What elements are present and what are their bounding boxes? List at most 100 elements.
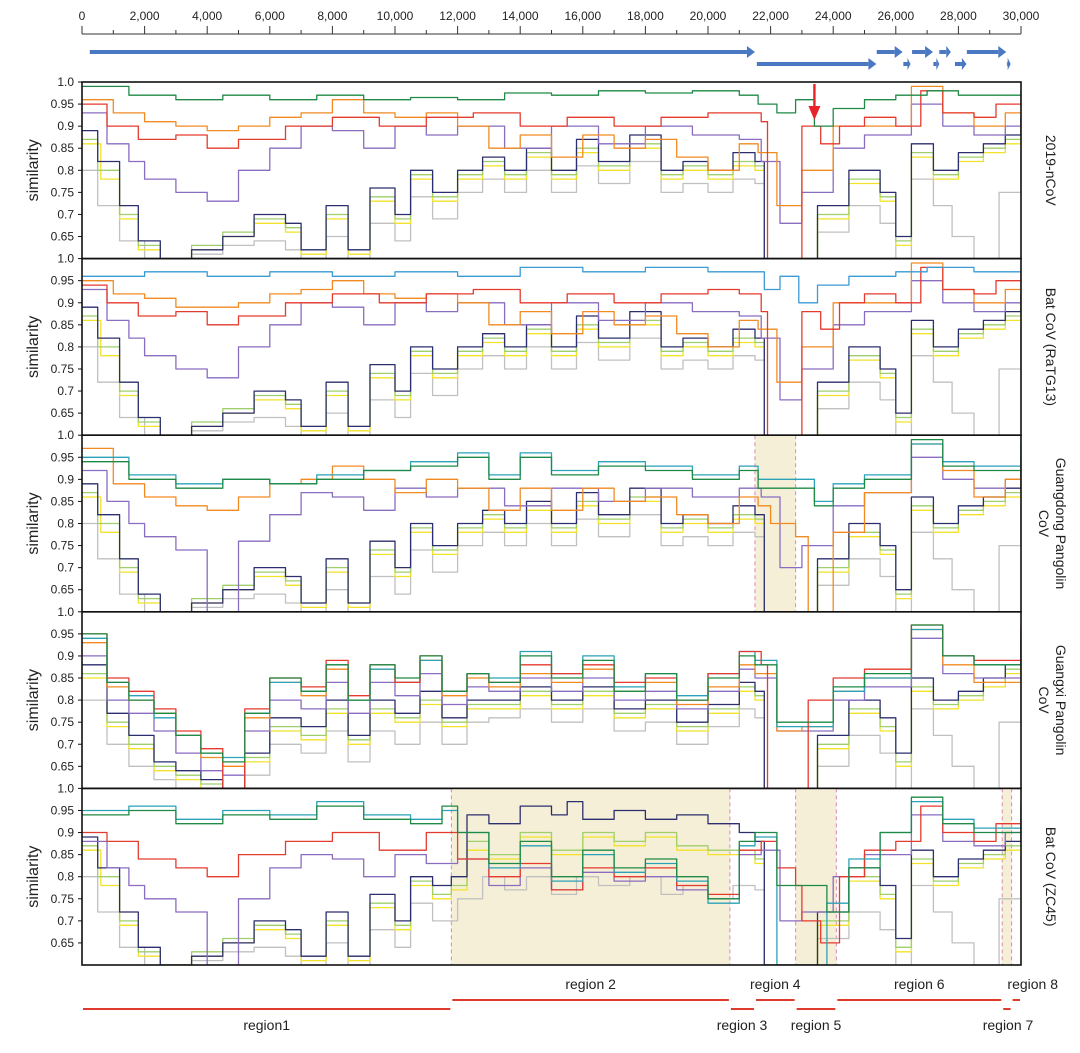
panel-title: Guangdong PangolinCoV xyxy=(1036,458,1069,590)
gene-arrow-head xyxy=(961,58,967,70)
series-line xyxy=(82,647,1021,789)
gene-arrow xyxy=(939,46,951,58)
genome-position-axis: 0 2,000 4,000 6,000 8,000 10,000 12,000 14,000 1… xyxy=(79,9,1040,35)
y-tick-label: 0.95 xyxy=(51,450,75,464)
y-tick-label: 0.7 xyxy=(57,737,74,751)
x-tick-label: 22,000 xyxy=(752,9,789,23)
y-tick-label: 0.9 xyxy=(57,296,74,310)
region-label: region 4 xyxy=(750,976,801,992)
y-tick-label: 0.75 xyxy=(51,892,75,906)
x-tick-label: 28,000 xyxy=(940,9,977,23)
panel-3: 1.0 0.95 0.9 0.85 0.8 0.75 0.7 0.65 similarity Gu… xyxy=(25,428,1069,613)
y-tick-label: 0.65 xyxy=(51,936,75,950)
gene-arrow xyxy=(903,58,911,70)
series-group xyxy=(82,796,1021,966)
y-tick-label: 0.85 xyxy=(51,318,75,332)
gene-arrow-head xyxy=(946,46,951,58)
y-tick-label: 0.85 xyxy=(51,848,75,862)
y-tick-label: 1.0 xyxy=(57,605,74,619)
x-tick-label: 26,000 xyxy=(877,9,914,23)
panel-1: 1.0 0.95 0.9 0.85 0.8 0.75 0.7 0.65 similarity 20… xyxy=(25,75,1059,260)
series-line xyxy=(82,470,1021,612)
series-line xyxy=(82,90,1021,259)
gene-arrow xyxy=(933,58,940,70)
y-tick-label: 1.0 xyxy=(57,252,74,266)
marker-head xyxy=(808,106,821,120)
y-tick-label: 0.8 xyxy=(57,870,74,884)
y-axis-label: similarity xyxy=(25,139,42,201)
y-tick-label: 0.75 xyxy=(51,539,75,553)
x-tick-label: 18,000 xyxy=(627,9,664,23)
panel-title-text: Guangxi PangolinCoV xyxy=(1036,645,1069,756)
series-line xyxy=(82,117,1021,259)
panel-title: Bat CoV (RaTG13) xyxy=(1043,288,1059,406)
panel-title-text: 2019-nCoV xyxy=(1043,135,1059,206)
y-tick-label: 0.9 xyxy=(57,119,74,133)
gene-arrow-head xyxy=(894,46,903,58)
gene-arrow xyxy=(1006,58,1011,70)
y-tick-label: 0.65 xyxy=(51,406,75,420)
panel-title-line: Guangxi Pangolin xyxy=(1053,645,1069,756)
y-tick-label: 0.8 xyxy=(57,340,74,354)
x-tick-label: 30,000 xyxy=(1003,9,1040,23)
region-annotations: region1 region 2 region 3 region 4 region 5 r… xyxy=(83,976,1058,1033)
panel-title-line: CoV xyxy=(1036,686,1052,714)
series-line xyxy=(82,800,1021,966)
x-tick-label: 24,000 xyxy=(815,9,852,23)
gene-arrow-head xyxy=(925,46,934,58)
region-label: region1 xyxy=(243,1017,290,1033)
region-label: region 5 xyxy=(791,1017,842,1033)
y-tick-label: 0.65 xyxy=(51,230,75,244)
panel-title: 2019-nCoV xyxy=(1043,135,1059,206)
gene-arrow xyxy=(756,58,877,70)
y-tick-label: 0.7 xyxy=(57,561,74,575)
series-group xyxy=(82,438,1021,612)
y-tick-label: 0.95 xyxy=(51,97,75,111)
x-tick-label: 12,000 xyxy=(439,9,476,23)
panel-title: Bat CoV (ZC45) xyxy=(1043,827,1059,927)
series-group xyxy=(82,262,1021,436)
y-tick-label: 0.75 xyxy=(51,185,75,199)
x-tick-label: 6,000 xyxy=(255,9,285,23)
y-tick-label: 0.95 xyxy=(51,803,75,817)
gene-arrow-head xyxy=(1007,58,1011,70)
gene-arrow xyxy=(966,46,1007,58)
panel-4: 1.0 0.95 0.9 0.85 0.8 0.75 0.7 0.65 similarity Gu… xyxy=(25,605,1069,790)
y-tick-label: 0.7 xyxy=(57,207,74,221)
y-tick-label: 0.75 xyxy=(51,362,75,376)
highlight-band xyxy=(795,788,837,965)
region-label: region 2 xyxy=(565,976,616,992)
gene-arrow xyxy=(954,58,967,70)
y-axis-label: similarity xyxy=(25,492,42,554)
region-label: region 3 xyxy=(717,1017,768,1033)
y-tick-label: 1.0 xyxy=(57,781,74,795)
series-line xyxy=(82,624,1021,763)
series-group xyxy=(82,624,1021,789)
y-tick-label: 0.9 xyxy=(57,472,74,486)
y-axis-label: similarity xyxy=(25,669,42,731)
x-tick-label: 2,000 xyxy=(130,9,160,23)
y-tick-label: 0.95 xyxy=(51,627,75,641)
x-tick-label: 10,000 xyxy=(377,9,414,23)
y-tick-label: 0.75 xyxy=(51,715,75,729)
y-tick-label: 0.9 xyxy=(57,826,74,840)
series-group xyxy=(82,85,1021,259)
series-line xyxy=(82,678,1021,789)
panel-2: 1.0 0.95 0.9 0.85 0.8 0.75 0.7 0.65 similarity Ba… xyxy=(25,252,1059,437)
gene-arrow-head xyxy=(746,46,755,58)
y-tick-label: 0.8 xyxy=(57,517,74,531)
x-tick-label: 0 xyxy=(79,9,86,23)
series-line xyxy=(82,293,1021,436)
y-tick-label: 0.8 xyxy=(57,163,74,177)
y-tick-label: 1.0 xyxy=(57,428,74,442)
gene-arrows xyxy=(89,46,1011,70)
panel-title-line: CoV xyxy=(1036,510,1052,538)
y-tick-label: 0.65 xyxy=(51,759,75,773)
gene-arrow-head xyxy=(936,58,940,70)
y-tick-label: 0.85 xyxy=(51,494,75,508)
highlight-band xyxy=(1002,788,1012,965)
x-tick-label: 20,000 xyxy=(690,9,727,23)
x-tick-label: 14,000 xyxy=(502,9,539,23)
y-tick-label: 0.9 xyxy=(57,649,74,663)
